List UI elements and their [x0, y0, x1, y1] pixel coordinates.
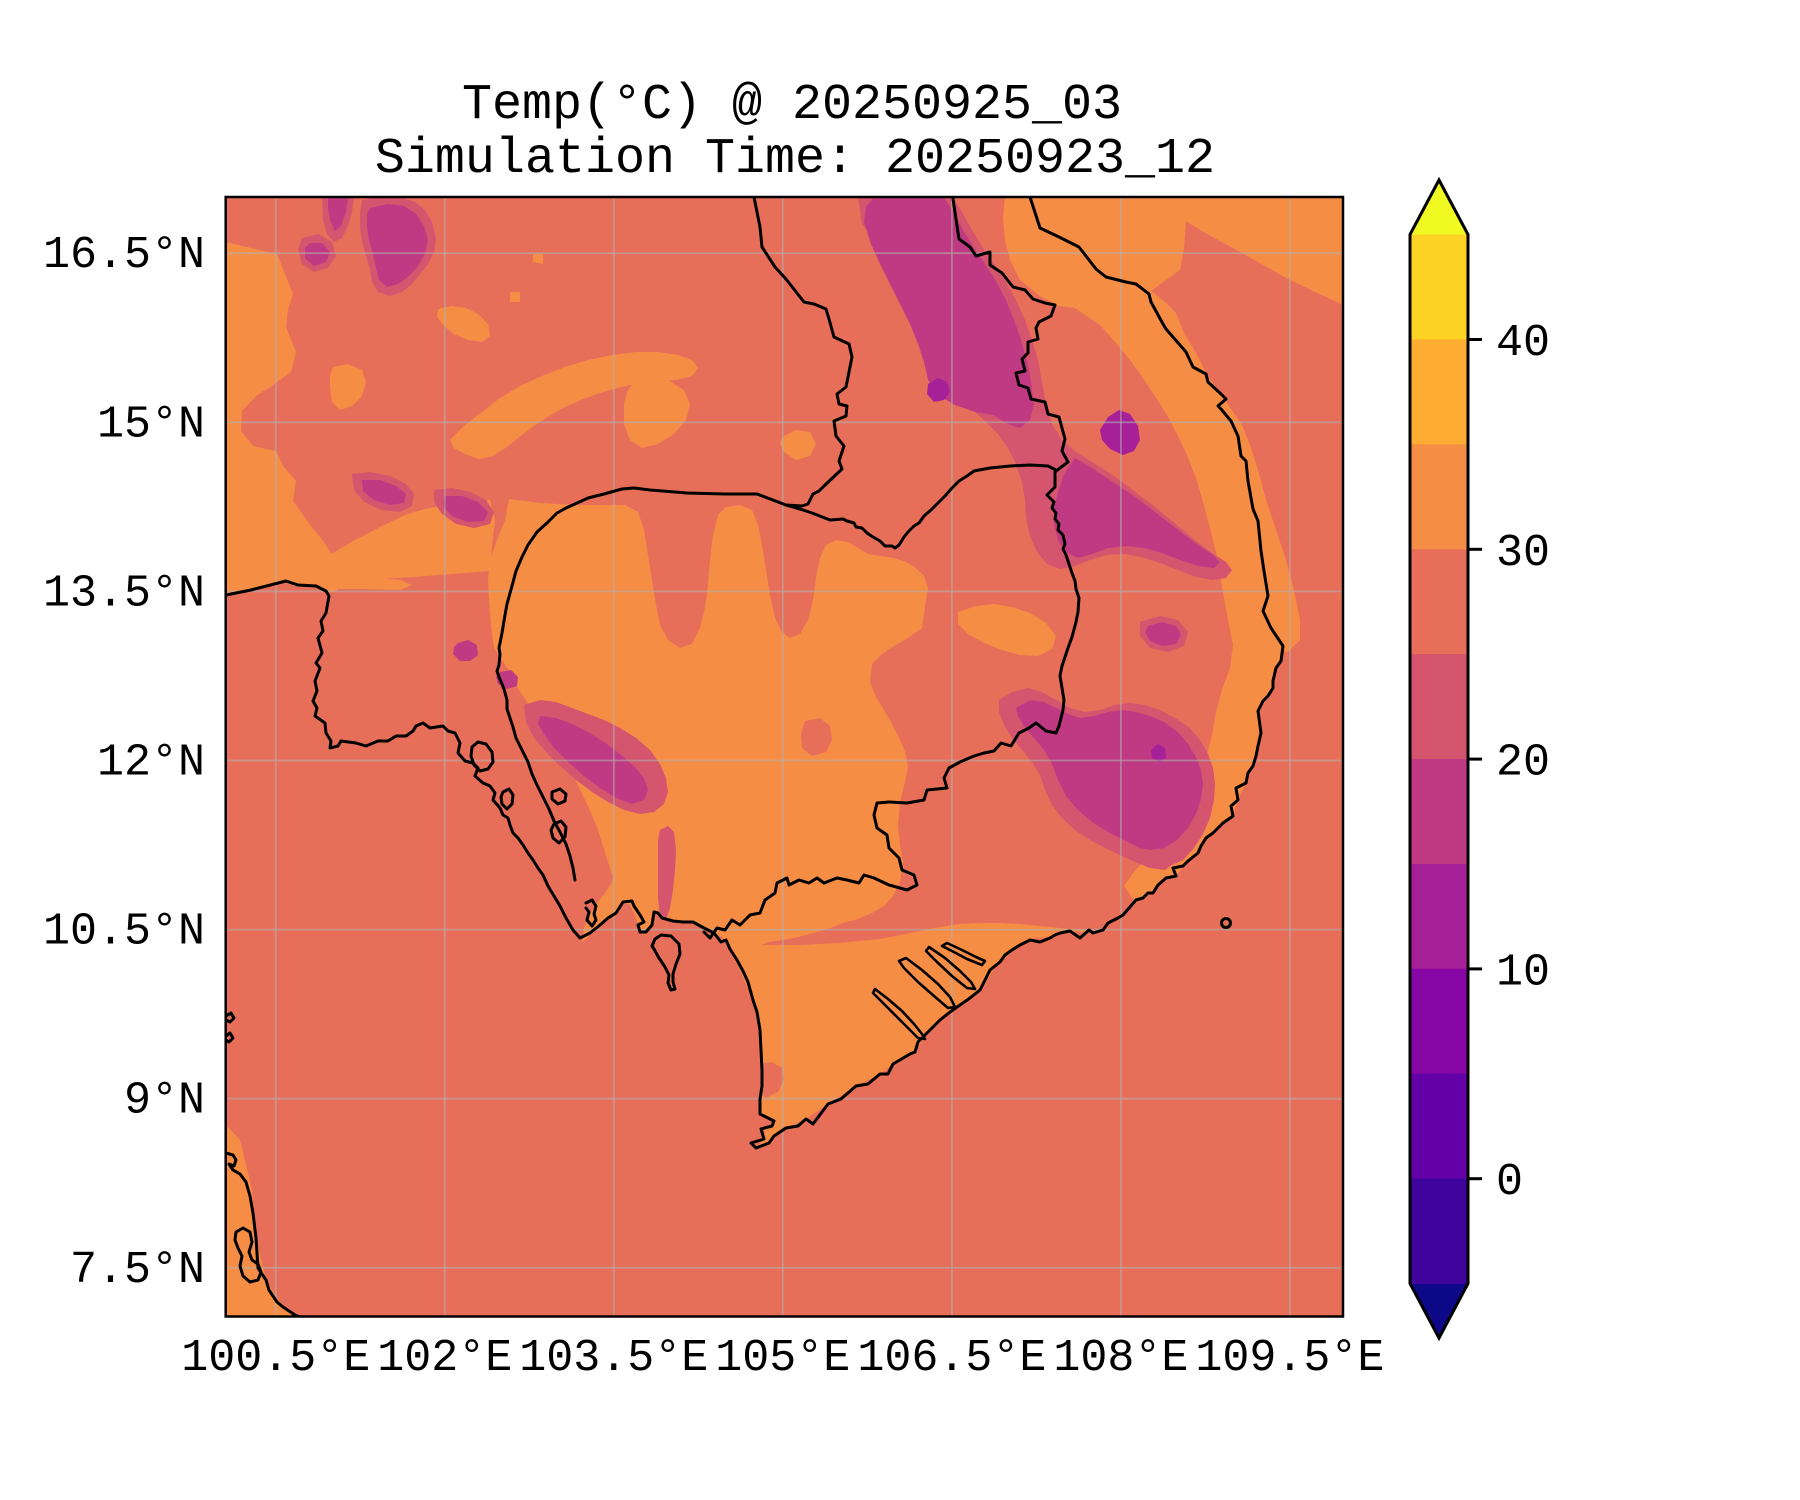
svg-text:103.5°E: 103.5°E	[519, 1333, 708, 1384]
svg-text:20: 20	[1496, 738, 1550, 789]
svg-text:16.5°N: 16.5°N	[43, 230, 205, 281]
svg-text:10: 10	[1496, 947, 1550, 998]
svg-text:109.5°E: 109.5°E	[1195, 1333, 1384, 1384]
svg-text:10.5°N: 10.5°N	[43, 907, 205, 958]
svg-text:7.5°N: 7.5°N	[70, 1245, 205, 1296]
svg-text:Simulation Time: 20250923_12: Simulation Time: 20250923_12	[375, 131, 1215, 188]
svg-text:Temp(°C) @ 20250925_03: Temp(°C) @ 20250925_03	[462, 77, 1122, 134]
svg-text:100.5°E: 100.5°E	[181, 1333, 370, 1384]
svg-text:106.5°E: 106.5°E	[857, 1333, 1046, 1384]
svg-text:102°E: 102°E	[377, 1333, 512, 1384]
svg-text:108°E: 108°E	[1053, 1333, 1188, 1384]
svg-text:13.5°N: 13.5°N	[43, 568, 205, 619]
svg-text:30: 30	[1496, 528, 1550, 579]
svg-text:105°E: 105°E	[715, 1333, 850, 1384]
svg-text:0: 0	[1496, 1157, 1523, 1208]
svg-text:12°N: 12°N	[97, 738, 205, 789]
svg-text:15°N: 15°N	[97, 399, 205, 450]
svg-text:9°N: 9°N	[124, 1076, 205, 1127]
svg-text:40: 40	[1496, 318, 1550, 369]
